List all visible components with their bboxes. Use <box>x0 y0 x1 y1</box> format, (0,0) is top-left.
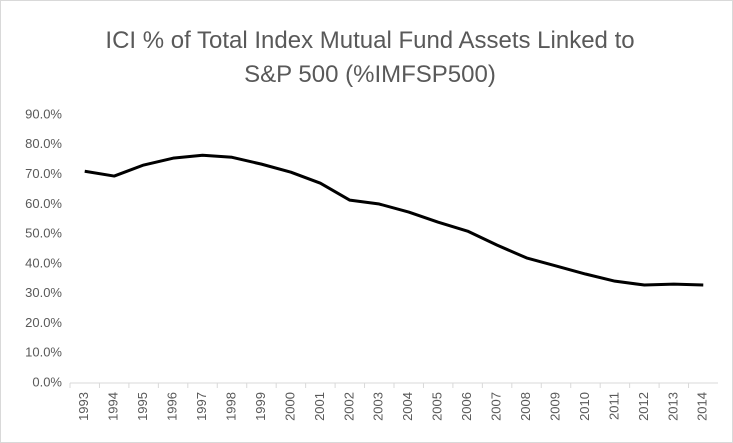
y-tick-label: 80.0% <box>25 136 62 151</box>
y-tick-label: 20.0% <box>25 315 62 330</box>
x-tick-label: 2012 <box>636 392 651 421</box>
x-tick-label: 2007 <box>489 392 504 421</box>
x-tick-label: 1996 <box>165 392 180 421</box>
chart-title: ICI % of Total Index Mutual Fund Assets … <box>105 27 634 54</box>
x-tick-label: 2011 <box>606 392 621 420</box>
y-tick-label: 30.0% <box>25 285 62 300</box>
chart-title: S&P 500 (%IMFSP500) <box>244 61 496 88</box>
x-tick-label: 2003 <box>371 392 386 421</box>
y-tick-label: 70.0% <box>25 166 62 181</box>
y-tick-label: 0.0% <box>32 374 62 389</box>
y-tick-label: 50.0% <box>25 226 62 241</box>
x-tick-label: 2014 <box>695 392 710 421</box>
x-tick-label: 2002 <box>341 392 356 421</box>
x-tick-label: 2009 <box>547 392 562 421</box>
x-tick-label: 2000 <box>282 392 297 421</box>
x-tick-label: 1997 <box>194 392 209 421</box>
x-tick-label: 2005 <box>430 392 445 421</box>
x-tick-label: 2008 <box>518 392 533 421</box>
x-tick-label: 1994 <box>106 392 121 421</box>
x-tick-label: 1999 <box>253 392 268 421</box>
x-tick-label: 2006 <box>459 392 474 421</box>
y-tick-label: 90.0% <box>25 106 62 121</box>
x-tick-label: 2001 <box>312 392 327 421</box>
line-series <box>84 153 704 287</box>
y-tick-label: 40.0% <box>25 255 62 270</box>
x-tick-label: 1993 <box>76 392 91 421</box>
x-tick-label: 2013 <box>665 392 680 421</box>
y-tick-label: 10.0% <box>25 345 62 360</box>
y-tick-label: 60.0% <box>25 196 62 211</box>
x-tick-label: 1998 <box>223 392 238 421</box>
x-tick-label: 1995 <box>135 392 150 421</box>
x-tick-label: 2004 <box>400 392 415 421</box>
x-tick-label: 2010 <box>577 392 592 421</box>
